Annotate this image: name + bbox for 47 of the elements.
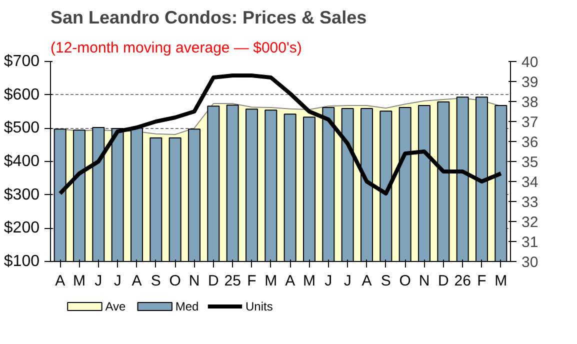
y2-tick-label: 35 xyxy=(522,154,538,171)
y-tick-label: $500 xyxy=(4,120,40,137)
x-tick-label: J xyxy=(114,272,122,290)
y2-tick-label: 31 xyxy=(522,234,538,251)
x-tick-label: A xyxy=(55,272,66,290)
legend-label: Med xyxy=(175,300,199,314)
x-tick-label: O xyxy=(399,272,411,290)
y-tick-label: $100 xyxy=(4,253,40,270)
legend-label: Ave xyxy=(105,300,126,314)
x-tick-label: A xyxy=(362,272,372,290)
x-tick-label: D xyxy=(208,272,219,290)
x-tick-label: A xyxy=(285,272,296,290)
y-tick-label: $400 xyxy=(4,153,40,170)
y-tick-label: $700 xyxy=(4,53,40,70)
x-tick-label: S xyxy=(380,272,391,290)
y2-tick-label: 38 xyxy=(522,94,538,111)
chart-subtitle: (12-month moving average — $000's) xyxy=(50,40,302,56)
x-tick-label: M xyxy=(303,272,316,290)
x-tick-label: N xyxy=(188,272,200,290)
x-tick-label: D xyxy=(438,272,449,290)
x-tick-label: M xyxy=(264,272,278,290)
y2-tick-label: 40 xyxy=(522,54,538,71)
x-tick-label: 26 xyxy=(454,272,471,290)
x-tick-label: J xyxy=(94,272,102,290)
x-tick-label: M xyxy=(73,272,86,290)
y2-tick-label: 36 xyxy=(522,134,538,151)
y2-tick-label: 37 xyxy=(522,114,538,131)
x-tick-label: 25 xyxy=(224,272,241,290)
y2-tick-label: 39 xyxy=(522,74,538,91)
y2-tick-label: 34 xyxy=(522,174,538,191)
x-tick-label: N xyxy=(418,272,430,290)
x-tick-label: A xyxy=(132,272,142,290)
y-tick-label: $600 xyxy=(4,86,40,104)
y2-tick-label: 32 xyxy=(522,214,538,231)
x-tick-label: O xyxy=(169,272,181,290)
y2-tick-label: 30 xyxy=(522,254,538,271)
x-tick-label: M xyxy=(494,272,508,290)
y-tick-label: $200 xyxy=(4,220,40,237)
legend-label: Units xyxy=(246,300,273,314)
x-tick-label: S xyxy=(150,272,161,290)
y2-tick-label: 33 xyxy=(522,194,538,211)
x-tick-label: F xyxy=(477,272,486,290)
x-tick-label: F xyxy=(247,272,256,290)
chart-title: San Leandro Condos: Prices & Sales xyxy=(50,8,367,28)
x-tick-label: J xyxy=(344,272,352,290)
y-tick-label: $300 xyxy=(4,186,40,204)
x-tick-label: J xyxy=(324,272,332,290)
